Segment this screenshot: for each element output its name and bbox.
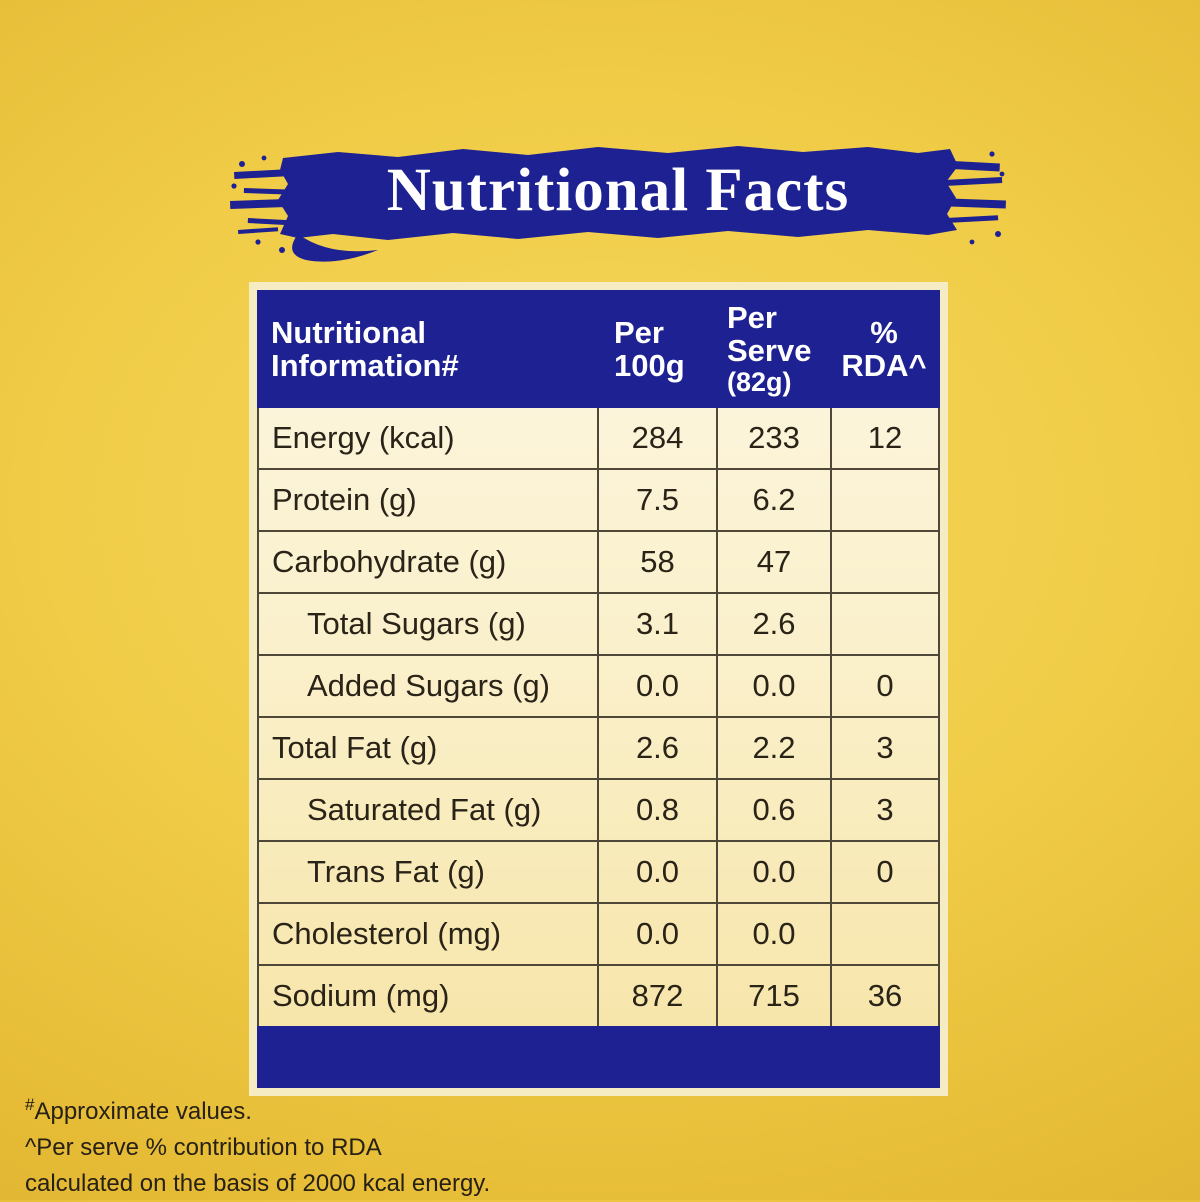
header-per-serve-line1: Per — [727, 299, 777, 335]
per-100g-value: 0.0 — [597, 904, 716, 964]
rda-value: 36 — [830, 966, 938, 1026]
header-per-100g-line2: 100g — [614, 348, 685, 383]
header-per-serve-line2: Serve — [727, 333, 812, 369]
table-row: Trans Fat (g) 0.0 0.0 0 — [259, 840, 938, 902]
per-100g-value: 3.1 — [597, 594, 716, 654]
header-per-100g-line1: Per — [614, 314, 664, 350]
per-serve-value: 0.0 — [716, 842, 830, 902]
nutrient-label: Total Fat (g) — [272, 730, 438, 765]
nutrient-label: Energy (kcal) — [272, 420, 455, 455]
per-100g-value: 2.6 — [597, 718, 716, 778]
title-banner: Nutritional Facts — [228, 138, 1008, 268]
table-row: Sodium (mg) 872 715 36 — [259, 964, 938, 1026]
table-row: Total Fat (g) 2.6 2.2 3 — [259, 716, 938, 778]
table-footer-bar — [257, 1026, 940, 1088]
rda-value: 12 — [830, 408, 938, 468]
nutrient-label: Trans Fat (g) — [307, 854, 485, 889]
table-row: Added Sugars (g) 0.0 0.0 0 — [259, 654, 938, 716]
footnote-rda-contribution: ^Per serve % contribution to RDA — [25, 1134, 382, 1161]
rda-value — [830, 532, 938, 592]
per-serve-value: 0.0 — [716, 656, 830, 716]
table-row: Cholesterol (mg) 0.0 0.0 — [259, 902, 938, 964]
nutrient-label: Cholesterol (mg) — [272, 916, 502, 951]
footnote-approximate-values: #Approximate values. — [25, 1094, 665, 1130]
per-100g-value: 0.0 — [597, 656, 716, 716]
header-per-serve-line3: (82g) — [727, 366, 792, 397]
per-serve-value: 233 — [716, 408, 830, 468]
table-row: Saturated Fat (g) 0.8 0.6 3 — [259, 778, 938, 840]
table-row: Protein (g) 7.5 6.2 — [259, 468, 938, 530]
per-100g-value: 58 — [597, 532, 716, 592]
per-100g-value: 872 — [597, 966, 716, 1026]
rda-value — [830, 470, 938, 530]
table-header-row: Nutritional Information# Per 100g Per Se… — [257, 290, 940, 408]
nutrient-label: Saturated Fat (g) — [307, 792, 542, 827]
per-100g-value: 7.5 — [597, 470, 716, 530]
nutrient-label: Added Sugars (g) — [307, 668, 550, 703]
per-serve-value: 6.2 — [716, 470, 830, 530]
nutrient-label: Carbohydrate (g) — [272, 544, 507, 579]
header-nutritional-information: Nutritional Information# — [271, 314, 459, 383]
footnote-hash-mark: # — [25, 1095, 35, 1114]
footnote-kcal-basis: calculated on the basis of 2000 kcal ene… — [25, 1170, 491, 1197]
rda-value: 3 — [830, 780, 938, 840]
per-serve-value: 0.6 — [716, 780, 830, 840]
nutrient-label: Sodium (mg) — [272, 978, 450, 1013]
per-serve-value: 47 — [716, 532, 830, 592]
per-serve-value: 715 — [716, 966, 830, 1026]
rda-value: 0 — [830, 656, 938, 716]
rda-value: 0 — [830, 842, 938, 902]
per-serve-value: 0.0 — [716, 904, 830, 964]
table-row: Total Sugars (g) 3.1 2.6 — [259, 592, 938, 654]
nutrition-table: Nutritional Information# Per 100g Per Se… — [249, 282, 948, 1096]
footnotes: #Approximate values. ^Per serve % contri… — [25, 1094, 665, 1202]
footnote-approximate-values-text: Approximate values. — [34, 1098, 252, 1125]
header-per-100g: Per 100g — [597, 290, 716, 408]
brush-stroke-graphic — [229, 146, 1006, 262]
nutrient-label: Protein (g) — [272, 482, 417, 517]
table-row: Energy (kcal) 284 233 12 — [259, 408, 938, 468]
rda-value: 3 — [830, 718, 938, 778]
per-serve-value: 2.6 — [716, 594, 830, 654]
table-body: Energy (kcal) 284 233 12 Protein (g) 7.5… — [257, 408, 940, 1026]
per-serve-value: 2.2 — [716, 718, 830, 778]
nutrient-label: Total Sugars (g) — [307, 606, 526, 641]
per-100g-value: 0.0 — [597, 842, 716, 902]
page-title: Nutritional Facts — [386, 157, 850, 224]
header-percent-rda-line2: RDA^ — [841, 348, 927, 383]
per-100g-value: 0.8 — [597, 780, 716, 840]
header-percent-rda: % RDA^ — [830, 290, 940, 408]
rda-value — [830, 904, 938, 964]
per-100g-value: 284 — [597, 408, 716, 468]
header-per-serve: Per Serve (82g) — [716, 290, 830, 408]
header-percent-rda-line1: % — [870, 314, 898, 350]
table-row: Carbohydrate (g) 58 47 — [259, 530, 938, 592]
rda-value — [830, 594, 938, 654]
